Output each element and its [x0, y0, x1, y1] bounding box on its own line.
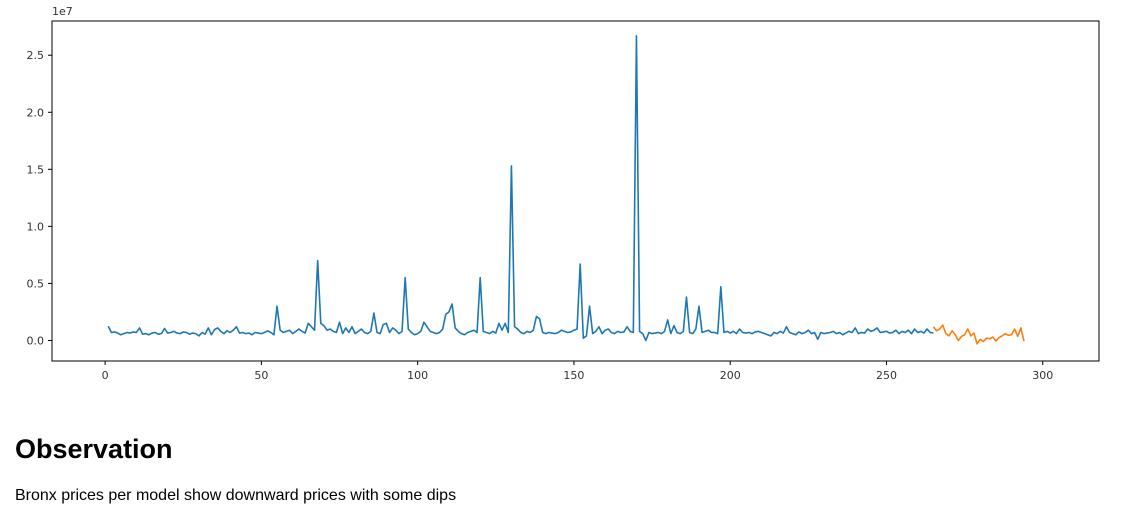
series-line-1 — [107, 35, 934, 342]
series-line-2 — [932, 324, 1025, 345]
x-tick-label: 100 — [407, 369, 428, 382]
chart-svg: 0 50 100 150 200 250 300 0.0 0.5 1.0 1.5 2.0 2.5 1e7 — [27, 5, 1100, 382]
y-tick-label: 1.0 — [27, 220, 45, 233]
y-tick-label: 0.5 — [27, 277, 45, 290]
observation-heading: Observation — [15, 434, 173, 464]
x-tick-label: 150 — [563, 369, 584, 382]
y-axis-offset-label: 1e7 — [52, 5, 73, 18]
line-chart: 0 50 100 150 200 250 300 0.0 0.5 1.0 1.5 2.0 2.5 1e7 — [27, 5, 1100, 382]
plot-frame — [51, 20, 1100, 362]
x-tick-label: 50 — [254, 369, 268, 382]
y-tick-label: 2.0 — [27, 106, 45, 119]
observation-text: Bronx prices per model show downward pri… — [15, 487, 457, 504]
x-tick-label: 300 — [1032, 369, 1053, 382]
y-tick-label: 0.0 — [27, 334, 45, 347]
x-tick-label: 0 — [102, 369, 109, 382]
x-tick-label: 200 — [720, 369, 741, 382]
x-tick-label: 250 — [876, 369, 897, 382]
y-tick-label: 1.5 — [27, 163, 45, 176]
y-tick-label: 2.5 — [27, 49, 45, 62]
